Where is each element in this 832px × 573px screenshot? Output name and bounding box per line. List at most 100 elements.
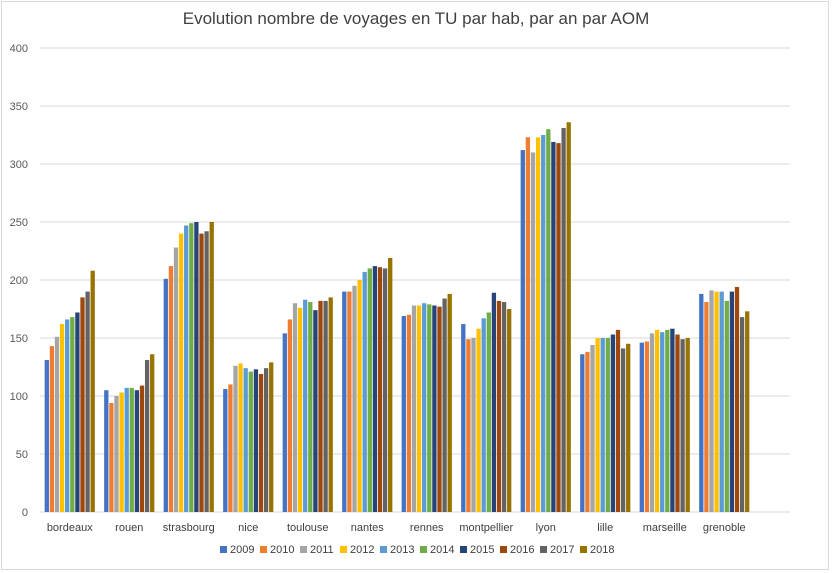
bar-rennes-2012 xyxy=(416,305,422,512)
bar-nice-2012 xyxy=(238,363,243,512)
bar-lyon-2013 xyxy=(541,135,546,512)
bar-toulouse-2010 xyxy=(287,319,293,512)
bar-lille-2018 xyxy=(626,343,631,512)
bar-grenoble-2017 xyxy=(739,317,745,512)
y-tick-label: 400 xyxy=(10,43,28,55)
y-tick-label: 200 xyxy=(10,275,28,287)
bar-rennes-2018 xyxy=(447,293,452,512)
bar-toulouse-2009 xyxy=(282,333,287,512)
bar-toulouse-2018 xyxy=(328,297,333,512)
bar-strasbourg-2014 xyxy=(189,223,194,512)
legend-swatch-2009 xyxy=(220,546,227,553)
bar-lyon-2009 xyxy=(520,150,525,512)
bar-nice-2018 xyxy=(269,362,274,512)
bar-rouen-2009 xyxy=(104,390,109,512)
y-tick-label: 100 xyxy=(10,391,28,403)
y-tick-label: 50 xyxy=(16,449,28,461)
bar-rouen-2016 xyxy=(139,385,145,512)
legend-swatch-2012 xyxy=(340,546,347,553)
bar-nantes-2017 xyxy=(382,268,388,512)
bar-marseille-2010 xyxy=(644,341,650,512)
legend-label: 2013 xyxy=(390,544,414,556)
bar-toulouse-2016 xyxy=(318,300,323,512)
bar-lyon-2010 xyxy=(525,137,531,512)
bar-nantes-2014 xyxy=(367,268,372,512)
bar-montpellier-2012 xyxy=(476,328,481,512)
bar-toulouse-2013 xyxy=(303,299,308,512)
bar-bordeaux-2011 xyxy=(54,336,60,512)
legend-swatch-2014 xyxy=(420,546,427,553)
x-category-label: rennes xyxy=(410,522,444,534)
bar-lille-2011 xyxy=(590,344,595,512)
bar-montpellier-2018 xyxy=(507,309,512,512)
x-category-label: rouen xyxy=(115,522,143,534)
bar-lille-2012 xyxy=(595,338,600,512)
bar-lille-2016 xyxy=(615,329,621,512)
legend-swatch-2011 xyxy=(300,546,307,553)
bar-rouen-2012 xyxy=(119,392,124,512)
bar-toulouse-2012 xyxy=(297,307,303,512)
bar-nantes-2013 xyxy=(362,271,367,512)
bar-nantes-2011 xyxy=(352,285,357,512)
x-category-label: lille xyxy=(597,522,613,534)
bar-nantes-2012 xyxy=(357,280,362,512)
bar-bordeaux-2014 xyxy=(70,317,75,512)
x-category-label: grenoble xyxy=(703,522,746,534)
x-category-label: nice xyxy=(238,522,258,534)
y-tick-label: 150 xyxy=(10,333,28,345)
bar-lille-2017 xyxy=(620,348,626,512)
legend-label: 2017 xyxy=(550,544,574,556)
x-category-label: strasbourg xyxy=(163,522,215,534)
bar-marseille-2015 xyxy=(670,328,675,512)
bar-marseille-2013 xyxy=(660,332,665,512)
bar-nice-2015 xyxy=(253,369,259,512)
bar-strasbourg-2011 xyxy=(173,247,179,512)
bar-rouen-2017 xyxy=(144,360,150,512)
bar-nice-2010 xyxy=(228,384,233,512)
bar-bordeaux-2009 xyxy=(44,360,49,512)
bar-nantes-2009 xyxy=(342,291,347,512)
x-axis-category-labels: bordeaux rouen strasbourg nice toulouse nante… xyxy=(47,522,746,534)
bar-grenoble-2009 xyxy=(699,293,704,512)
bar-rouen-2018 xyxy=(150,354,155,512)
bar-marseille-2014 xyxy=(665,329,670,512)
y-tick-label: 250 xyxy=(10,217,28,229)
bar-lyon-2016 xyxy=(556,143,561,512)
bar-rouen-2015 xyxy=(134,390,140,512)
bar-montpellier-2011 xyxy=(471,338,476,512)
bar-rouen-2010 xyxy=(109,402,114,512)
y-tick-label: 350 xyxy=(10,101,28,113)
bar-lyon-2018 xyxy=(566,122,571,513)
bar-marseille-2009 xyxy=(639,342,644,512)
bar-strasbourg-2015 xyxy=(194,222,199,512)
legend-swatch-2010 xyxy=(260,546,267,553)
legend-label: 2012 xyxy=(350,544,374,556)
bar-lille-2010 xyxy=(585,351,590,512)
bar-rennes-2009 xyxy=(401,315,406,512)
bar-bordeaux-2013 xyxy=(65,319,70,512)
bar-grenoble-2018 xyxy=(745,311,750,512)
legend-swatch-2015 xyxy=(460,546,467,553)
bar-strasbourg-2016 xyxy=(199,233,204,512)
legend-label: 2009 xyxy=(230,544,254,556)
bar-marseille-2011 xyxy=(649,333,655,512)
legend-swatch-2018 xyxy=(580,546,587,553)
bar-montpellier-2015 xyxy=(491,292,497,512)
bar-grenoble-2012 xyxy=(714,291,719,512)
legend-label: 2015 xyxy=(470,544,494,556)
bar-marseille-2012 xyxy=(654,329,660,512)
bar-lyon-2014 xyxy=(546,129,551,512)
bar-bordeaux-2017 xyxy=(85,291,90,512)
bar-lyon-2015 xyxy=(551,141,556,512)
bar-grenoble-2015 xyxy=(729,291,735,512)
bar-grenoble-2011 xyxy=(709,290,714,512)
legend-label: 2011 xyxy=(310,544,334,556)
bar-strasbourg-2018 xyxy=(209,222,214,512)
bar-lyon-2012 xyxy=(535,137,541,512)
bar-montpellier-2016 xyxy=(496,300,502,512)
bar-rennes-2010 xyxy=(406,314,412,512)
bar-nice-2017 xyxy=(263,368,269,512)
y-axis-tick-labels: 0 50 100 150 200 250 300 350 400 xyxy=(10,43,28,519)
bar-lille-2009 xyxy=(580,354,585,512)
bar-nice-2013 xyxy=(243,368,248,512)
